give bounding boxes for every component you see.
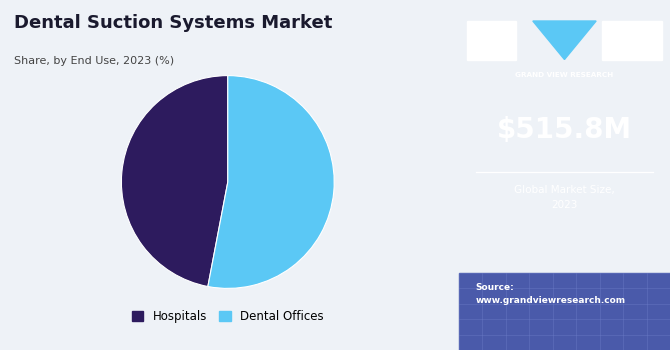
Text: Global Market Size,
2023: Global Market Size, 2023 [514, 186, 615, 210]
Text: $515.8M: $515.8M [497, 116, 632, 144]
Legend: Hospitals, Dental Offices: Hospitals, Dental Offices [127, 305, 329, 328]
Text: Share, by End Use, 2023 (%): Share, by End Use, 2023 (%) [14, 56, 174, 66]
Wedge shape [121, 76, 228, 287]
Text: GRAND VIEW RESEARCH: GRAND VIEW RESEARCH [515, 72, 614, 78]
Bar [602, 21, 661, 60]
Text: Source:
www.grandviewresearch.com: Source: www.grandviewresearch.com [476, 284, 626, 305]
Polygon shape [533, 21, 596, 60]
Bar [468, 21, 516, 60]
Bar [459, 273, 670, 350]
Text: Dental Suction Systems Market: Dental Suction Systems Market [14, 14, 332, 32]
Wedge shape [208, 76, 334, 288]
